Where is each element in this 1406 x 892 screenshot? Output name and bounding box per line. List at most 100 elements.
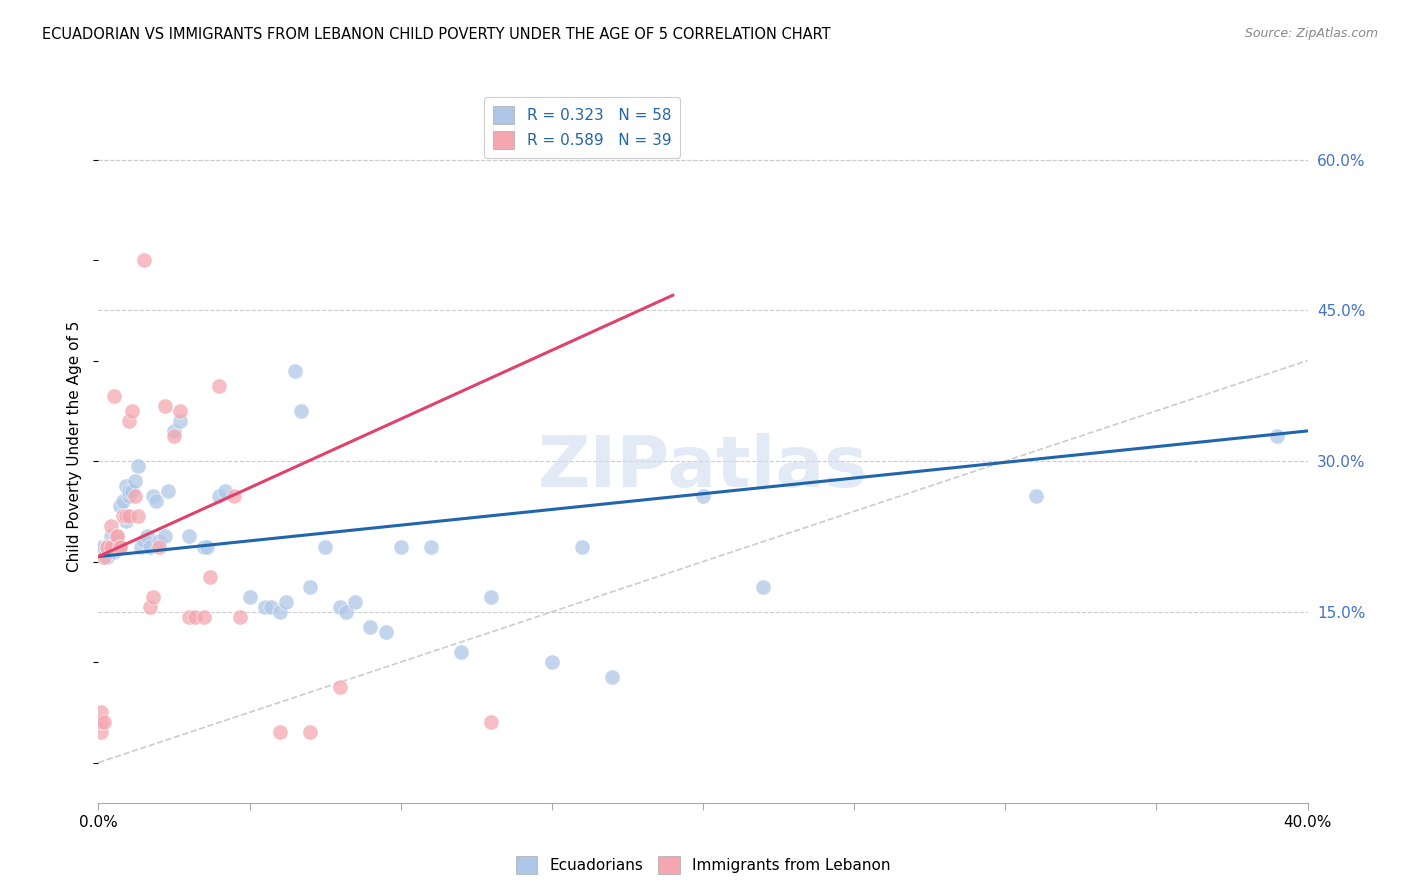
Point: [389, 540, 412, 554]
Point: [142, 489, 165, 503]
Point: [193, 610, 215, 624]
Text: ZIPatlas: ZIPatlas: [538, 433, 868, 502]
Point: [148, 534, 170, 549]
Point: [118, 509, 141, 524]
Point: [153, 399, 176, 413]
Point: [135, 529, 157, 543]
Point: [132, 253, 155, 268]
Point: [108, 500, 131, 514]
Point: [752, 580, 775, 594]
Point: [214, 484, 236, 499]
Point: [96, 549, 118, 564]
Point: [299, 580, 322, 594]
Point: [111, 509, 134, 524]
Point: [90, 725, 112, 739]
Point: [290, 404, 312, 418]
Point: [118, 414, 141, 428]
Point: [253, 599, 276, 614]
Point: [114, 515, 136, 529]
Point: [329, 599, 352, 614]
Point: [103, 544, 125, 558]
Point: [93, 540, 115, 554]
Point: [450, 645, 472, 659]
Point: [374, 624, 396, 639]
Point: [420, 540, 443, 554]
Point: [129, 540, 152, 554]
Point: [360, 620, 382, 634]
Point: [481, 715, 503, 730]
Point: [344, 595, 367, 609]
Point: [224, 489, 246, 503]
Point: [93, 549, 115, 564]
Point: [114, 509, 136, 524]
Point: [193, 540, 215, 554]
Point: [96, 540, 118, 554]
Point: [1267, 429, 1289, 443]
Point: [163, 429, 186, 443]
Y-axis label: Child Poverty Under the Age of 5: Child Poverty Under the Age of 5: [67, 320, 83, 572]
Point: [239, 590, 262, 604]
Legend: R = 0.323   N = 58, R = 0.589   N = 39: R = 0.323 N = 58, R = 0.589 N = 39: [484, 97, 681, 158]
Point: [284, 363, 307, 377]
Point: [314, 540, 336, 554]
Point: [179, 529, 201, 543]
Point: [329, 680, 352, 694]
Point: [108, 540, 131, 554]
Point: [111, 494, 134, 508]
Point: [108, 540, 131, 554]
Point: [163, 424, 186, 438]
Point: [195, 540, 218, 554]
Point: [105, 534, 128, 549]
Point: [692, 489, 714, 503]
Legend: Ecuadorians, Immigrants from Lebanon: Ecuadorians, Immigrants from Lebanon: [509, 850, 897, 880]
Point: [169, 404, 191, 418]
Text: ECUADORIAN VS IMMIGRANTS FROM LEBANON CHILD POVERTY UNDER THE AGE OF 5 CORRELATI: ECUADORIAN VS IMMIGRANTS FROM LEBANON CH…: [42, 27, 831, 42]
Point: [139, 540, 162, 554]
Point: [124, 474, 146, 488]
Point: [100, 529, 122, 543]
Point: [108, 540, 131, 554]
Point: [335, 605, 357, 619]
Point: [96, 540, 118, 554]
Point: [156, 484, 179, 499]
Point: [269, 725, 291, 739]
Point: [100, 540, 122, 554]
Point: [90, 706, 112, 720]
Point: [142, 590, 165, 604]
Point: [118, 484, 141, 499]
Point: [100, 519, 122, 533]
Point: [540, 655, 562, 669]
Point: [229, 610, 252, 624]
Point: [260, 599, 283, 614]
Point: [200, 569, 222, 583]
Point: [208, 489, 231, 503]
Point: [481, 590, 503, 604]
Point: [148, 540, 170, 554]
Point: [145, 494, 167, 508]
Point: [169, 414, 191, 428]
Point: [90, 540, 112, 554]
Point: [153, 529, 176, 543]
Point: [121, 484, 143, 499]
Text: Source: ZipAtlas.com: Source: ZipAtlas.com: [1244, 27, 1378, 40]
Point: [1024, 489, 1046, 503]
Point: [184, 610, 207, 624]
Point: [105, 529, 128, 543]
Point: [118, 489, 141, 503]
Point: [121, 404, 143, 418]
Point: [571, 540, 593, 554]
Point: [103, 389, 125, 403]
Point: [299, 725, 322, 739]
Point: [96, 540, 118, 554]
Point: [208, 378, 231, 392]
Point: [114, 479, 136, 493]
Point: [90, 715, 112, 730]
Point: [274, 595, 297, 609]
Point: [139, 599, 162, 614]
Point: [127, 509, 149, 524]
Point: [132, 534, 155, 549]
Point: [269, 605, 291, 619]
Point: [127, 459, 149, 474]
Point: [179, 610, 201, 624]
Point: [602, 670, 624, 684]
